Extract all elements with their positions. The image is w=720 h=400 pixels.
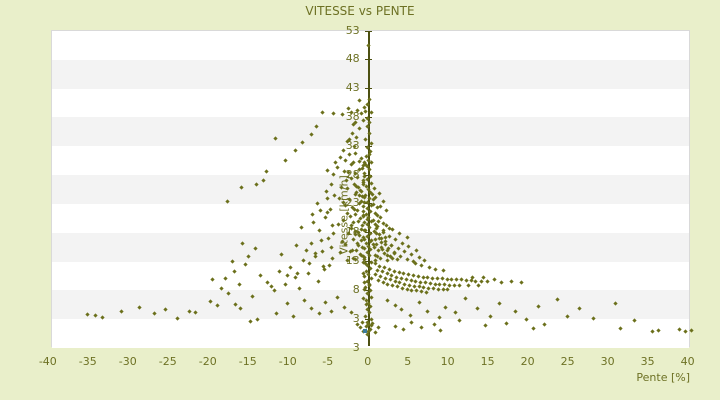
y-tick-mark [364,59,372,61]
x-tick-label: 10 [440,355,455,368]
x-tick-label: 15 [480,355,495,368]
x-tick-label: -40 [38,355,57,368]
x-tick-label: -25 [158,355,177,368]
x-tick-label: 20 [520,355,535,368]
grid-band [52,59,689,89]
chart-title: VITESSE vs PENTE [305,4,415,18]
y-tick-label: 3 [352,311,360,325]
y-tick-label: 43 [345,81,360,95]
grid-band [52,232,689,262]
x-tick-label: 40 [680,355,695,368]
y-tick-label: 13 [320,254,360,267]
x-tick-label: 0 [364,355,372,368]
x-tick-label: -5 [322,355,334,368]
y-tick-mark [364,30,372,32]
y-axis-bottom-label: 3 [352,340,360,354]
plot-area [51,30,694,348]
y-tick-mark [364,318,372,320]
y-tick-label: 48 [345,52,360,66]
x-tick-label: -35 [78,355,97,368]
y-tick-label: 38 [345,109,360,123]
x-tick-label: -30 [118,355,137,368]
y-tick-label: 8 [352,282,360,296]
x-tick-label: 30 [600,355,615,368]
x-tick-label: -20 [198,355,217,368]
x-tick-label: 35 [640,355,655,368]
x-tick-label: 5 [404,355,412,368]
y-tick-label: 53 [345,23,360,37]
y-tick-mark [364,261,372,263]
x-tick-label: -10 [278,355,297,368]
y-tick-mark [364,88,372,90]
x-tick-label: -15 [238,355,257,368]
special-data-point [362,329,367,334]
data-point [688,328,694,333]
x-tick-label: 25 [560,355,575,368]
x-axis-title: Pente [%] [636,371,690,384]
